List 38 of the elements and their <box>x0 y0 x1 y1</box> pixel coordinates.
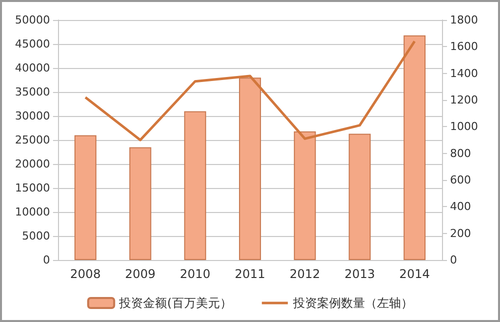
y2-tick-label: 200 <box>450 226 471 240</box>
y2-tick-label: 600 <box>450 174 471 186</box>
y2-tick-label: 1400 <box>450 66 478 80</box>
y-tick-label: 40000 <box>15 62 50 74</box>
y2-tick-label: 800 <box>450 146 471 160</box>
bar <box>74 135 96 260</box>
y-tick-label: 30000 <box>15 110 50 122</box>
bar <box>348 134 371 260</box>
y2-tick-label: 1000 <box>450 120 478 134</box>
legend-label: 投资金额(百万美元） <box>118 296 232 310</box>
y-tick-label: 20000 <box>15 158 50 170</box>
line-series <box>84 40 416 142</box>
x-tick-label: 2008 <box>70 267 101 281</box>
y-tick-label: 50000 <box>15 14 50 26</box>
bar <box>404 35 426 260</box>
y-tick-label: 25000 <box>15 134 50 146</box>
x-tick-label: 2009 <box>125 267 156 281</box>
y-tick-label: 0 <box>43 254 50 266</box>
y-tick-label: 10000 <box>15 206 50 218</box>
bar <box>129 147 152 260</box>
x-tick-label: 2013 <box>344 267 375 281</box>
x-tick-label: 2012 <box>290 267 320 281</box>
y2-tick-label: 1200 <box>450 94 478 106</box>
y2-tick-label: 1800 <box>450 14 478 26</box>
bar <box>184 111 206 260</box>
x-tick-label: 2014 <box>399 267 430 281</box>
bar <box>294 131 316 260</box>
y2-tick-label: 0 <box>450 254 457 266</box>
y-tick-label: 45000 <box>15 38 50 50</box>
y2-tick-label: 400 <box>450 200 471 214</box>
y-tick-label: 5000 <box>22 230 50 242</box>
bar <box>239 78 261 260</box>
y-tick-label: 15000 <box>15 182 50 194</box>
legend-label: 投资案例数量（左轴） <box>292 296 413 310</box>
y2-tick-label: 1600 <box>450 40 478 54</box>
x-tick-label: 2011 <box>234 267 266 281</box>
y-tick-label: 35000 <box>15 86 50 98</box>
x-tick-label: 2010 <box>180 267 210 281</box>
